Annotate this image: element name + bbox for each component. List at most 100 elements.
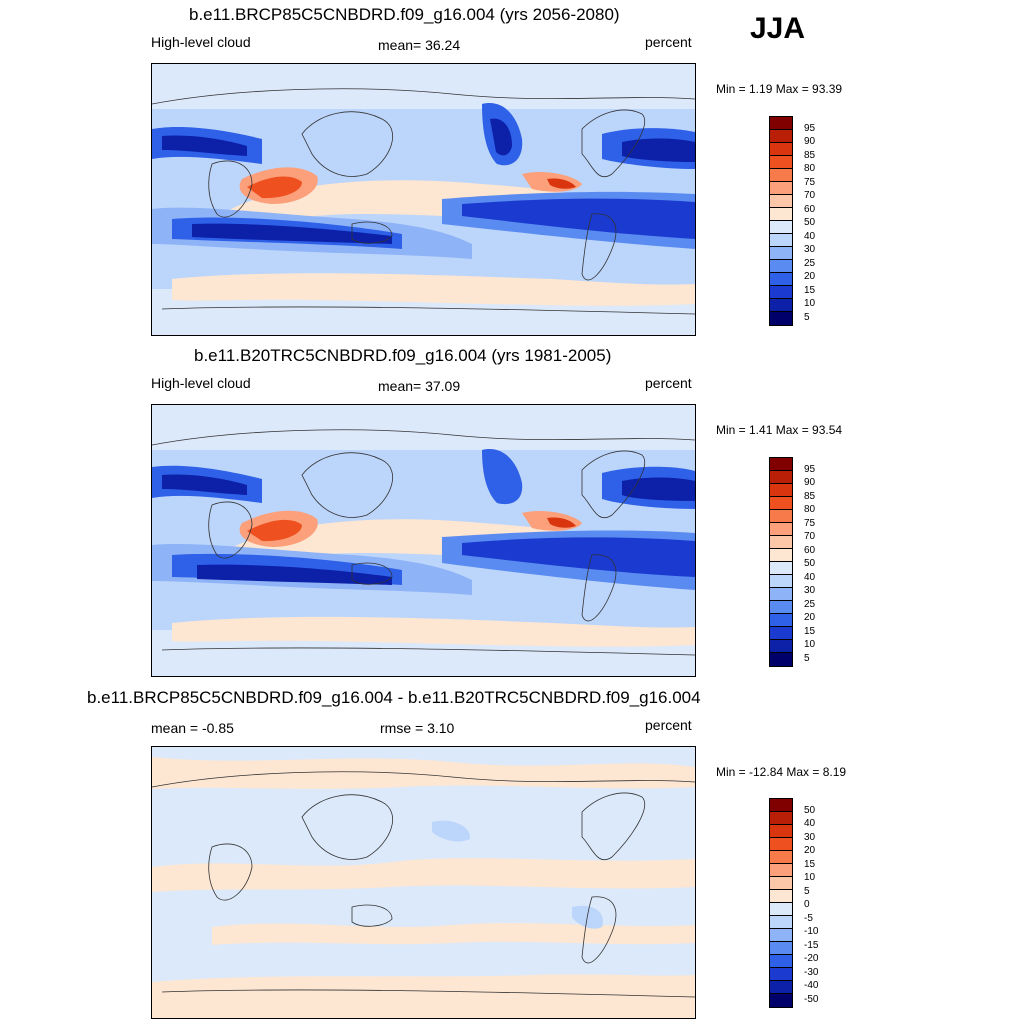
colorbar-box — [770, 312, 792, 325]
colorbar-box — [770, 812, 792, 825]
panel-3-colorbar — [769, 798, 793, 1008]
colorbar-label: 80 — [804, 163, 816, 174]
panel-1-units: percent — [645, 34, 692, 50]
colorbar-label: 80 — [804, 504, 816, 515]
panel-2-variable: High-level cloud — [151, 375, 251, 391]
colorbar-label: 90 — [804, 136, 816, 147]
colorbar-box — [770, 221, 792, 234]
panel-2-colorbar — [769, 457, 793, 667]
panel-2-map — [151, 404, 696, 677]
colorbar-label: 85 — [804, 491, 816, 502]
panel-2-minmax: Min = 1.41 Max = 93.54 — [716, 423, 843, 437]
colorbar-label: 40 — [804, 572, 816, 583]
colorbar-box — [770, 942, 792, 955]
colorbar-label: 30 — [804, 585, 816, 596]
colorbar-label: 90 — [804, 477, 816, 488]
panel-3-units: percent — [645, 717, 692, 733]
colorbar-box — [770, 903, 792, 916]
colorbar-label: -15 — [804, 940, 819, 951]
panel-2-title: b.e11.B20TRC5CNBDRD.f09_g16.004 (yrs 198… — [194, 346, 612, 365]
colorbar-label: 5 — [804, 886, 810, 897]
colorbar-label: 30 — [804, 244, 816, 255]
colorbar-label: 75 — [804, 518, 816, 529]
colorbar-box — [770, 523, 792, 536]
panel-2-units: percent — [645, 375, 692, 391]
panel-3-map — [151, 746, 696, 1019]
colorbar-box — [770, 890, 792, 903]
colorbar-box — [770, 156, 792, 169]
colorbar-label: 25 — [804, 599, 816, 610]
colorbar-label: 60 — [804, 545, 816, 556]
colorbar-box — [770, 143, 792, 156]
colorbar-label: 15 — [804, 626, 816, 637]
colorbar-box — [770, 588, 792, 601]
colorbar-box — [770, 510, 792, 523]
colorbar-label: 5 — [804, 653, 810, 664]
colorbar-box — [770, 130, 792, 143]
colorbar-box — [770, 273, 792, 286]
panel-1-minmax: Min = 1.19 Max = 93.39 — [716, 82, 843, 96]
colorbar-label: 50 — [804, 558, 816, 569]
colorbar-box — [770, 458, 792, 471]
colorbar-label: 20 — [804, 845, 816, 856]
panel-1-mean: mean= 36.24 — [378, 37, 461, 53]
colorbar-label: 15 — [804, 285, 816, 296]
colorbar-box — [770, 484, 792, 497]
colorbar-box — [770, 799, 792, 812]
colorbar-box — [770, 260, 792, 273]
colorbar-label: -5 — [804, 913, 813, 924]
colorbar-label: -30 — [804, 967, 819, 978]
panel-2-cloud-field — [152, 405, 695, 676]
panel-1-cloud-field — [152, 64, 695, 335]
season-label: JJA — [750, 12, 806, 45]
colorbar-label: 5 — [804, 312, 810, 323]
panel-3-cloud-difference-field — [152, 747, 695, 1018]
colorbar-label: 10 — [804, 298, 816, 309]
colorbar-box — [770, 286, 792, 299]
colorbar-box — [770, 247, 792, 260]
colorbar-box — [770, 182, 792, 195]
colorbar-box — [770, 640, 792, 653]
colorbar-label: 20 — [804, 612, 816, 623]
colorbar-box — [770, 653, 792, 666]
panel-3-title: b.e11.BRCP85C5CNBDRD.f09_g16.004 - b.e11… — [87, 688, 701, 707]
colorbar-box — [770, 169, 792, 182]
colorbar-label: 95 — [804, 123, 816, 134]
colorbar-box — [770, 234, 792, 247]
colorbar-box — [770, 981, 792, 994]
colorbar-box — [770, 916, 792, 929]
colorbar-label: 10 — [804, 639, 816, 650]
colorbar-box — [770, 994, 792, 1007]
colorbar-box — [770, 195, 792, 208]
colorbar-label: 75 — [804, 177, 816, 188]
colorbar-box — [770, 955, 792, 968]
colorbar-label: 15 — [804, 859, 816, 870]
colorbar-box — [770, 117, 792, 130]
colorbar-box — [770, 471, 792, 484]
colorbar-box — [770, 929, 792, 942]
colorbar-label: -20 — [804, 953, 819, 964]
colorbar-label: 50 — [804, 217, 816, 228]
colorbar-box — [770, 838, 792, 851]
colorbar-label: 70 — [804, 190, 816, 201]
colorbar-box — [770, 825, 792, 838]
colorbar-box — [770, 877, 792, 890]
panel-1-title: b.e11.BRCP85C5CNBDRD.f09_g16.004 (yrs 20… — [189, 5, 620, 24]
colorbar-label: 30 — [804, 832, 816, 843]
colorbar-label: 0 — [804, 899, 810, 910]
panel-2-mean: mean= 37.09 — [378, 378, 461, 394]
panel-1-colorbar — [769, 116, 793, 326]
panel-1-variable: High-level cloud — [151, 34, 251, 50]
colorbar-label: -10 — [804, 926, 819, 937]
colorbar-label: 70 — [804, 531, 816, 542]
colorbar-box — [770, 208, 792, 221]
colorbar-label: 10 — [804, 872, 816, 883]
colorbar-box — [770, 299, 792, 312]
colorbar-box — [770, 614, 792, 627]
colorbar-box — [770, 575, 792, 588]
colorbar-label: 85 — [804, 150, 816, 161]
colorbar-box — [770, 601, 792, 614]
colorbar-label: 25 — [804, 258, 816, 269]
colorbar-box — [770, 549, 792, 562]
colorbar-label: 40 — [804, 818, 816, 829]
